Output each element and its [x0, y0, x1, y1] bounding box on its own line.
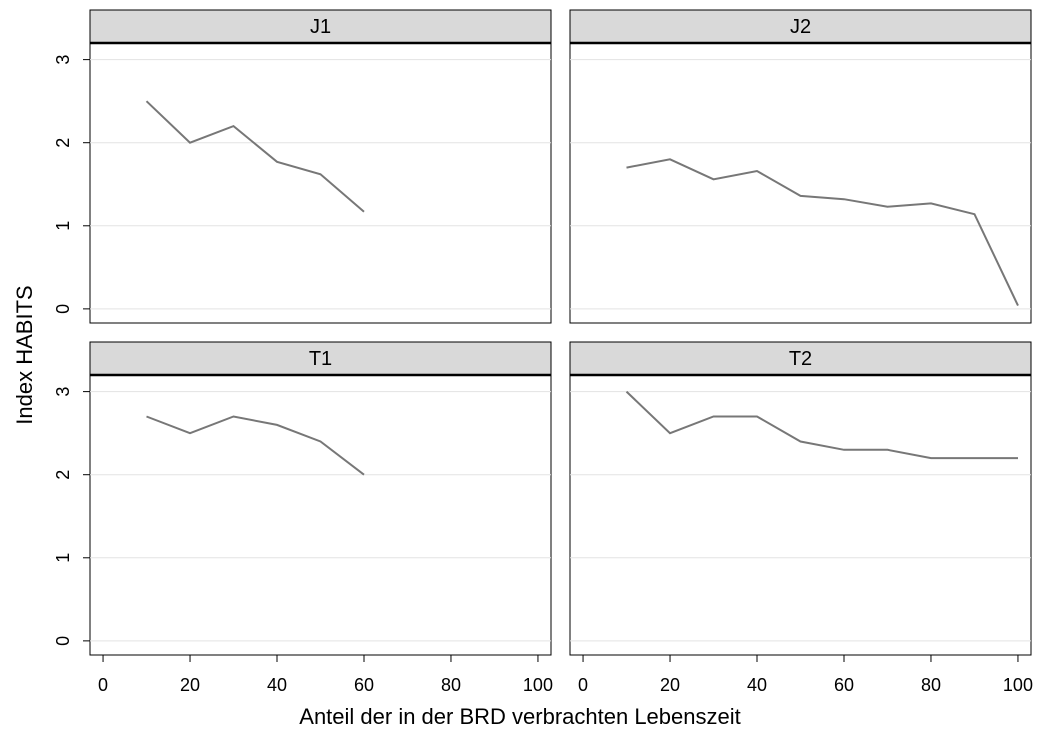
y-tick-label: 1: [53, 221, 73, 231]
panel-title: J2: [790, 16, 811, 38]
panel-title: T1: [309, 348, 332, 370]
x-tick-label: 40: [747, 675, 767, 695]
data-line: [625, 390, 1018, 460]
data-line: [145, 100, 365, 213]
panel-header: [569, 341, 1032, 376]
y-tick-label: 3: [53, 387, 73, 397]
panel-frame: [569, 42, 1032, 324]
x-tick-label: 0: [98, 675, 108, 695]
x-tick-label: 20: [180, 675, 200, 695]
x-tick-label: 40: [267, 675, 287, 695]
panel-frame: [89, 374, 552, 656]
panel-frame: [569, 374, 1032, 656]
x-tick-label: 0: [578, 675, 588, 695]
panel-title: T2: [789, 348, 812, 370]
x-tick-label: 20: [660, 675, 680, 695]
y-tick-label: 0: [53, 636, 73, 646]
x-axis-label: Anteil der in der BRD verbrachten Lebens…: [299, 704, 740, 729]
y-tick-label: 2: [53, 470, 73, 480]
x-tick-label: 80: [921, 675, 941, 695]
x-tick-label: 80: [441, 675, 461, 695]
x-tick-label: 60: [834, 675, 854, 695]
y-tick-label: 1: [53, 553, 73, 563]
data-line: [146, 415, 365, 476]
panel-title: J1: [310, 16, 331, 38]
panel-header: [89, 341, 552, 376]
panel-frame: [89, 42, 552, 324]
x-tick-label: 100: [1003, 675, 1033, 695]
panel-header: [89, 9, 552, 44]
y-tick-label: 2: [53, 138, 73, 148]
y-axis-label: Index HABITS: [12, 285, 37, 424]
y-tick-label: 3: [53, 55, 73, 65]
x-tick-label: 60: [354, 675, 374, 695]
y-tick-label: 0: [53, 304, 73, 314]
x-tick-label: 100: [523, 675, 553, 695]
data-line: [626, 158, 1019, 307]
